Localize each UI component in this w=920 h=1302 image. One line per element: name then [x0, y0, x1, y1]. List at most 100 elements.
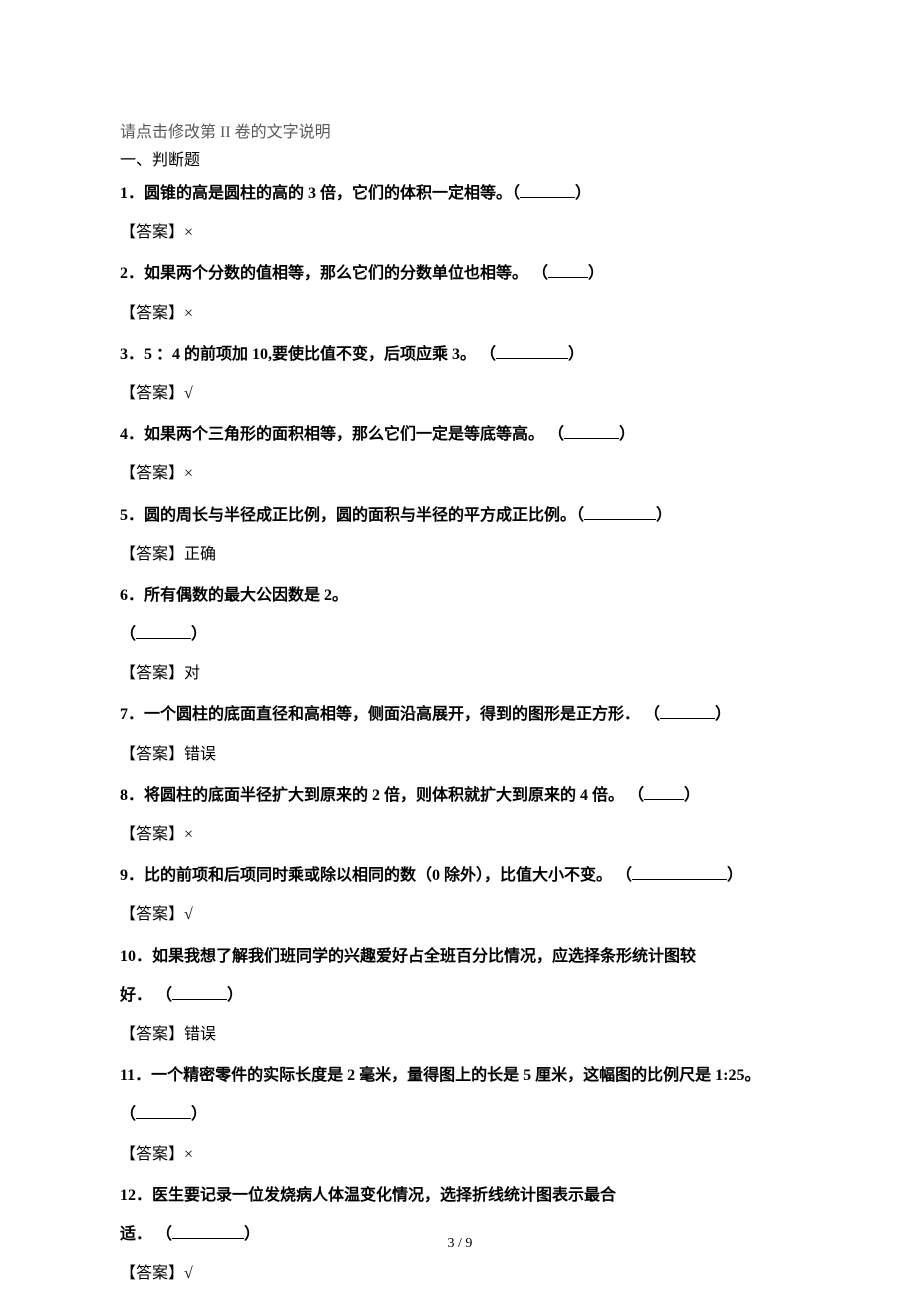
question-12: 12．医生要记录一位发烧病人体温变化情况，选择折线统计图表示最合 [120, 1182, 800, 1209]
q2-text-b: ） [588, 265, 604, 282]
answer-10: 【答案】错误 [120, 1021, 800, 1048]
a12-val: √ [184, 1265, 193, 1282]
q4-num: 4． [120, 426, 144, 443]
answer-label: 【答案】 [120, 385, 184, 402]
q3-text-a: 5 ：4 的前项加 10,要使比值不变，后项应乘 3。 （ [144, 346, 496, 363]
q6-text-a: 所有偶数的最大公因数是 2。 [144, 587, 348, 604]
a5-val: 正确 [184, 546, 216, 563]
q2-num: 2． [120, 265, 144, 282]
question-11-line2: （） [120, 1101, 800, 1128]
q6-num: 6． [120, 587, 144, 604]
q8-num: 8． [120, 787, 144, 804]
section-title: 一、判断题 [120, 146, 800, 170]
q10-num: 10． [120, 948, 152, 965]
answer-label: 【答案】 [120, 465, 184, 482]
q10-blank [172, 984, 227, 1000]
q4-blank [564, 423, 619, 439]
a6-val: 对 [184, 665, 200, 682]
question-6-line2: （） [120, 621, 800, 648]
question-9: 9．比的前项和后项同时乘或除以相同的数（0 除外），比值大小不变。 （ ） [120, 862, 800, 889]
a10-val: 错误 [184, 1026, 216, 1043]
question-4: 4．如果两个三角形的面积相等，那么它们一定是等底等高。 （ ） [120, 421, 800, 448]
q10-text-a: 如果我想了解我们班同学的兴趣爱好占全班百分比情况，应选择条形统计图较 [152, 948, 696, 965]
answer-label: 【答案】 [120, 826, 184, 843]
q9-text-a: 比的前项和后项同时乘或除以相同的数（0 除外），比值大小不变。 （ [144, 867, 632, 884]
question-6: 6．所有偶数的最大公因数是 2。 [120, 582, 800, 609]
q11-text-a: 一个精密零件的实际长度是 2 毫米，量得图上的长是 5 厘米，这幅图的比例尺是 … [151, 1067, 760, 1084]
q5-text-a: 圆的周长与半径成正比例，圆的面积与半径的平方成正比例。（ [144, 507, 584, 524]
q11-blank [136, 1103, 191, 1119]
a11-val: × [184, 1146, 193, 1163]
a3-val: √ [184, 385, 193, 402]
q3-text-b: ） [568, 346, 584, 363]
q8-blank [644, 784, 684, 800]
answer-11: 【答案】× [120, 1141, 800, 1168]
q6-line2-b: ） [191, 626, 207, 643]
q10-line2-a: 好． （ [120, 987, 172, 1004]
q6-blank [136, 623, 191, 639]
a9-val: √ [184, 906, 193, 923]
question-2: 2．如果两个分数的值相等，那么它们的分数单位也相等。 （ ） [120, 260, 800, 287]
q7-blank [660, 703, 715, 719]
q7-text-b: ） [715, 706, 731, 723]
q11-line2-a: （ [120, 1106, 136, 1123]
answer-label: 【答案】 [120, 746, 184, 763]
q10-line2-b: ） [227, 987, 243, 1004]
q2-blank [548, 262, 588, 278]
answer-2: 【答案】× [120, 300, 800, 327]
q4-text-b: ） [619, 426, 635, 443]
q1-num: 1． [120, 185, 144, 202]
question-11: 11．一个精密零件的实际长度是 2 毫米，量得图上的长是 5 厘米，这幅图的比例… [120, 1062, 800, 1089]
q4-text-a: 如果两个三角形的面积相等，那么它们一定是等底等高。 （ [144, 426, 564, 443]
q11-num: 11． [120, 1067, 151, 1084]
q12-num: 12． [120, 1187, 152, 1204]
q3-blank [496, 343, 568, 359]
page-number: 3 / 9 [0, 1236, 920, 1252]
answer-label: 【答案】 [120, 906, 184, 923]
q1-text-b: ） [575, 185, 591, 202]
answer-label: 【答案】 [120, 665, 184, 682]
answer-label: 【答案】 [120, 224, 184, 241]
question-10: 10．如果我想了解我们班同学的兴趣爱好占全班百分比情况，应选择条形统计图较 [120, 943, 800, 970]
instruction-text: 请点击修改第 II 卷的文字说明 [120, 118, 800, 142]
q8-text-b: ） [684, 787, 700, 804]
answer-label: 【答案】 [120, 305, 184, 322]
answer-12: 【答案】√ [120, 1260, 800, 1287]
q1-blank [520, 182, 575, 198]
answer-7: 【答案】错误 [120, 741, 800, 768]
answer-label: 【答案】 [120, 546, 184, 563]
q9-blank [632, 864, 727, 880]
q7-num: 7． [120, 706, 144, 723]
question-5: 5．圆的周长与半径成正比例，圆的面积与半径的平方成正比例。（） [120, 502, 800, 529]
q9-text-b: ） [727, 867, 743, 884]
answer-9: 【答案】√ [120, 901, 800, 928]
a7-val: 错误 [184, 746, 216, 763]
q5-text-b: ） [656, 507, 672, 524]
q12-text-a: 医生要记录一位发烧病人体温变化情况，选择折线统计图表示最合 [152, 1187, 616, 1204]
question-7: 7．一个圆柱的底面直径和高相等，侧面沿高展开，得到的图形是正方形． （ ） [120, 701, 800, 728]
question-3: 3．5 ：4 的前项加 10,要使比值不变，后项应乘 3。 （ ） [120, 341, 800, 368]
answer-6: 【答案】对 [120, 660, 800, 687]
answer-1: 【答案】× [120, 219, 800, 246]
q2-text-a: 如果两个分数的值相等，那么它们的分数单位也相等。 （ [144, 265, 548, 282]
answer-3: 【答案】√ [120, 380, 800, 407]
a4-val: × [184, 465, 193, 482]
q5-blank [584, 504, 656, 520]
q9-num: 9． [120, 867, 144, 884]
answer-label: 【答案】 [120, 1026, 184, 1043]
q8-text-a: 将圆柱的底面半径扩大到原来的 2 倍，则体积就扩大到原来的 4 倍。 （ [144, 787, 644, 804]
answer-label: 【答案】 [120, 1146, 184, 1163]
q7-text-a: 一个圆柱的底面直径和高相等，侧面沿高展开，得到的图形是正方形． （ [144, 706, 660, 723]
answer-label: 【答案】 [120, 1265, 184, 1282]
a1-val: × [184, 224, 193, 241]
question-10-line2: 好． （ ） [120, 982, 800, 1009]
q3-num: 3． [120, 346, 144, 363]
q1-text-a: 圆锥的高是圆柱的高的 3 倍，它们的体积一定相等。（ [144, 185, 520, 202]
question-8: 8．将圆柱的底面半径扩大到原来的 2 倍，则体积就扩大到原来的 4 倍。 （ ） [120, 782, 800, 809]
a8-val: × [184, 826, 193, 843]
a2-val: × [184, 305, 193, 322]
answer-5: 【答案】正确 [120, 541, 800, 568]
q11-line2-b: ） [191, 1106, 207, 1123]
answer-4: 【答案】× [120, 460, 800, 487]
answer-8: 【答案】× [120, 821, 800, 848]
